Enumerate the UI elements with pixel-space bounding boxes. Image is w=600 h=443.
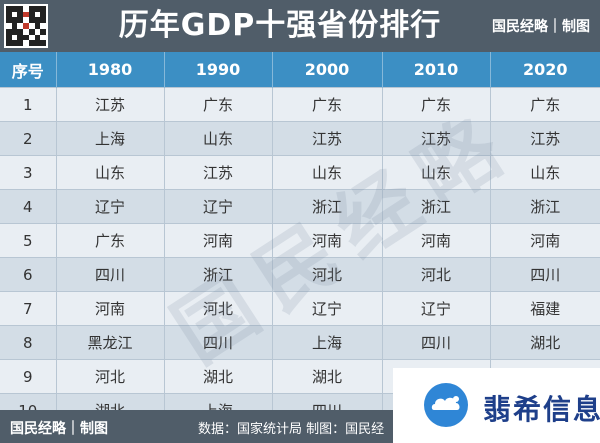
province-cell: 广东: [271, 87, 382, 122]
qr-code-icon[interactable]: [4, 4, 48, 48]
province-cell: 河北: [381, 257, 490, 292]
rank-cell: 7: [0, 291, 56, 326]
province-cell: 河南: [381, 223, 490, 258]
rank-cell: 3: [0, 155, 56, 190]
province-cell: 广东: [163, 87, 272, 122]
province-cell: 四川: [489, 257, 600, 292]
province-cell: 浙江: [271, 189, 382, 224]
province-cell: 上海: [271, 325, 382, 360]
cloud-logo-icon: [424, 383, 468, 427]
province-cell: 河南: [163, 223, 272, 258]
column-header-rank: 序号: [0, 52, 56, 88]
rank-cell: 6: [0, 257, 56, 292]
brand-label: 国民经略｜制图: [492, 19, 590, 35]
column-header-2020: 2020: [489, 52, 600, 88]
province-cell: 湖北: [489, 325, 600, 360]
province-cell: 浙江: [489, 189, 600, 224]
province-cell: 河南: [489, 223, 600, 258]
province-cell: 辽宁: [271, 291, 382, 326]
province-cell: 辽宁: [381, 291, 490, 326]
rank-cell: 4: [0, 189, 56, 224]
table-row: 7 河南 河北 辽宁 辽宁 福建: [0, 291, 600, 326]
table-row: 3 山东 江苏 山东 山东 山东: [0, 155, 600, 190]
province-cell: 上海: [55, 121, 164, 156]
province-cell: 黑龙江: [55, 325, 164, 360]
province-cell: 江苏: [489, 121, 600, 156]
rank-cell: 9: [0, 359, 56, 394]
rank-cell: 2: [0, 121, 56, 156]
province-cell: 江苏: [55, 87, 164, 122]
rank-cell: 1: [0, 87, 56, 122]
column-header-2010: 2010: [381, 52, 490, 88]
province-cell: 山东: [381, 155, 490, 190]
province-cell: 河北: [55, 359, 164, 394]
province-cell: 福建: [489, 291, 600, 326]
province-cell: 山东: [271, 155, 382, 190]
province-cell: 四川: [55, 257, 164, 292]
table-row: 6 四川 浙江 河北 河北 四川: [0, 257, 600, 292]
province-cell: 浙江: [381, 189, 490, 224]
province-cell: 四川: [381, 325, 490, 360]
column-header-2000: 2000: [271, 52, 382, 88]
province-cell: 山东: [55, 155, 164, 190]
table-row: 8 黑龙江 四川 上海 四川 湖北: [0, 325, 600, 360]
province-cell: 江苏: [163, 155, 272, 190]
province-cell: 广东: [381, 87, 490, 122]
column-header-1990: 1990: [163, 52, 272, 88]
province-cell: 山东: [489, 155, 600, 190]
province-cell: 江苏: [381, 121, 490, 156]
province-cell: 四川: [163, 325, 272, 360]
table-row: 2 上海 山东 江苏 江苏 江苏: [0, 121, 600, 156]
badge-label: 翡希信息: [483, 393, 600, 426]
province-cell: 湖北: [271, 359, 382, 394]
page-title: 历年GDP十强省份排行: [118, 8, 442, 43]
table-row: 5 广东 河南 河南 河南 河南: [0, 223, 600, 258]
header-bar: 历年GDP十强省份排行 国民经略｜制图: [0, 0, 600, 52]
province-cell: 河北: [271, 257, 382, 292]
table-row: 4 辽宁 辽宁 浙江 浙江 浙江: [0, 189, 600, 224]
province-cell: 河南: [271, 223, 382, 258]
province-cell: 辽宁: [55, 189, 164, 224]
province-cell: 辽宁: [163, 189, 272, 224]
data-source: 数据：国家统计局 制图：国民经: [198, 422, 385, 437]
rank-cell: 5: [0, 223, 56, 258]
column-header-1980: 1980: [55, 52, 164, 88]
province-cell: 广东: [55, 223, 164, 258]
province-cell: 江苏: [271, 121, 382, 156]
footer-brand: 国民经略｜制图: [10, 421, 108, 437]
province-cell: 湖北: [163, 359, 272, 394]
table-row: 1 江苏 广东 广东 广东 广东: [0, 87, 600, 122]
table-header-row: 序号 1980 1990 2000 2010 2020: [0, 52, 600, 88]
province-cell: 河北: [163, 291, 272, 326]
province-cell: 广东: [489, 87, 600, 122]
overlay-badge[interactable]: 翡希信息: [393, 368, 600, 443]
province-cell: 河南: [55, 291, 164, 326]
rank-cell: 8: [0, 325, 56, 360]
ranking-table: 序号 1980 1990 2000 2010 2020 1 江苏 广东 广东 广…: [0, 52, 600, 427]
province-cell: 浙江: [163, 257, 272, 292]
province-cell: 山东: [163, 121, 272, 156]
